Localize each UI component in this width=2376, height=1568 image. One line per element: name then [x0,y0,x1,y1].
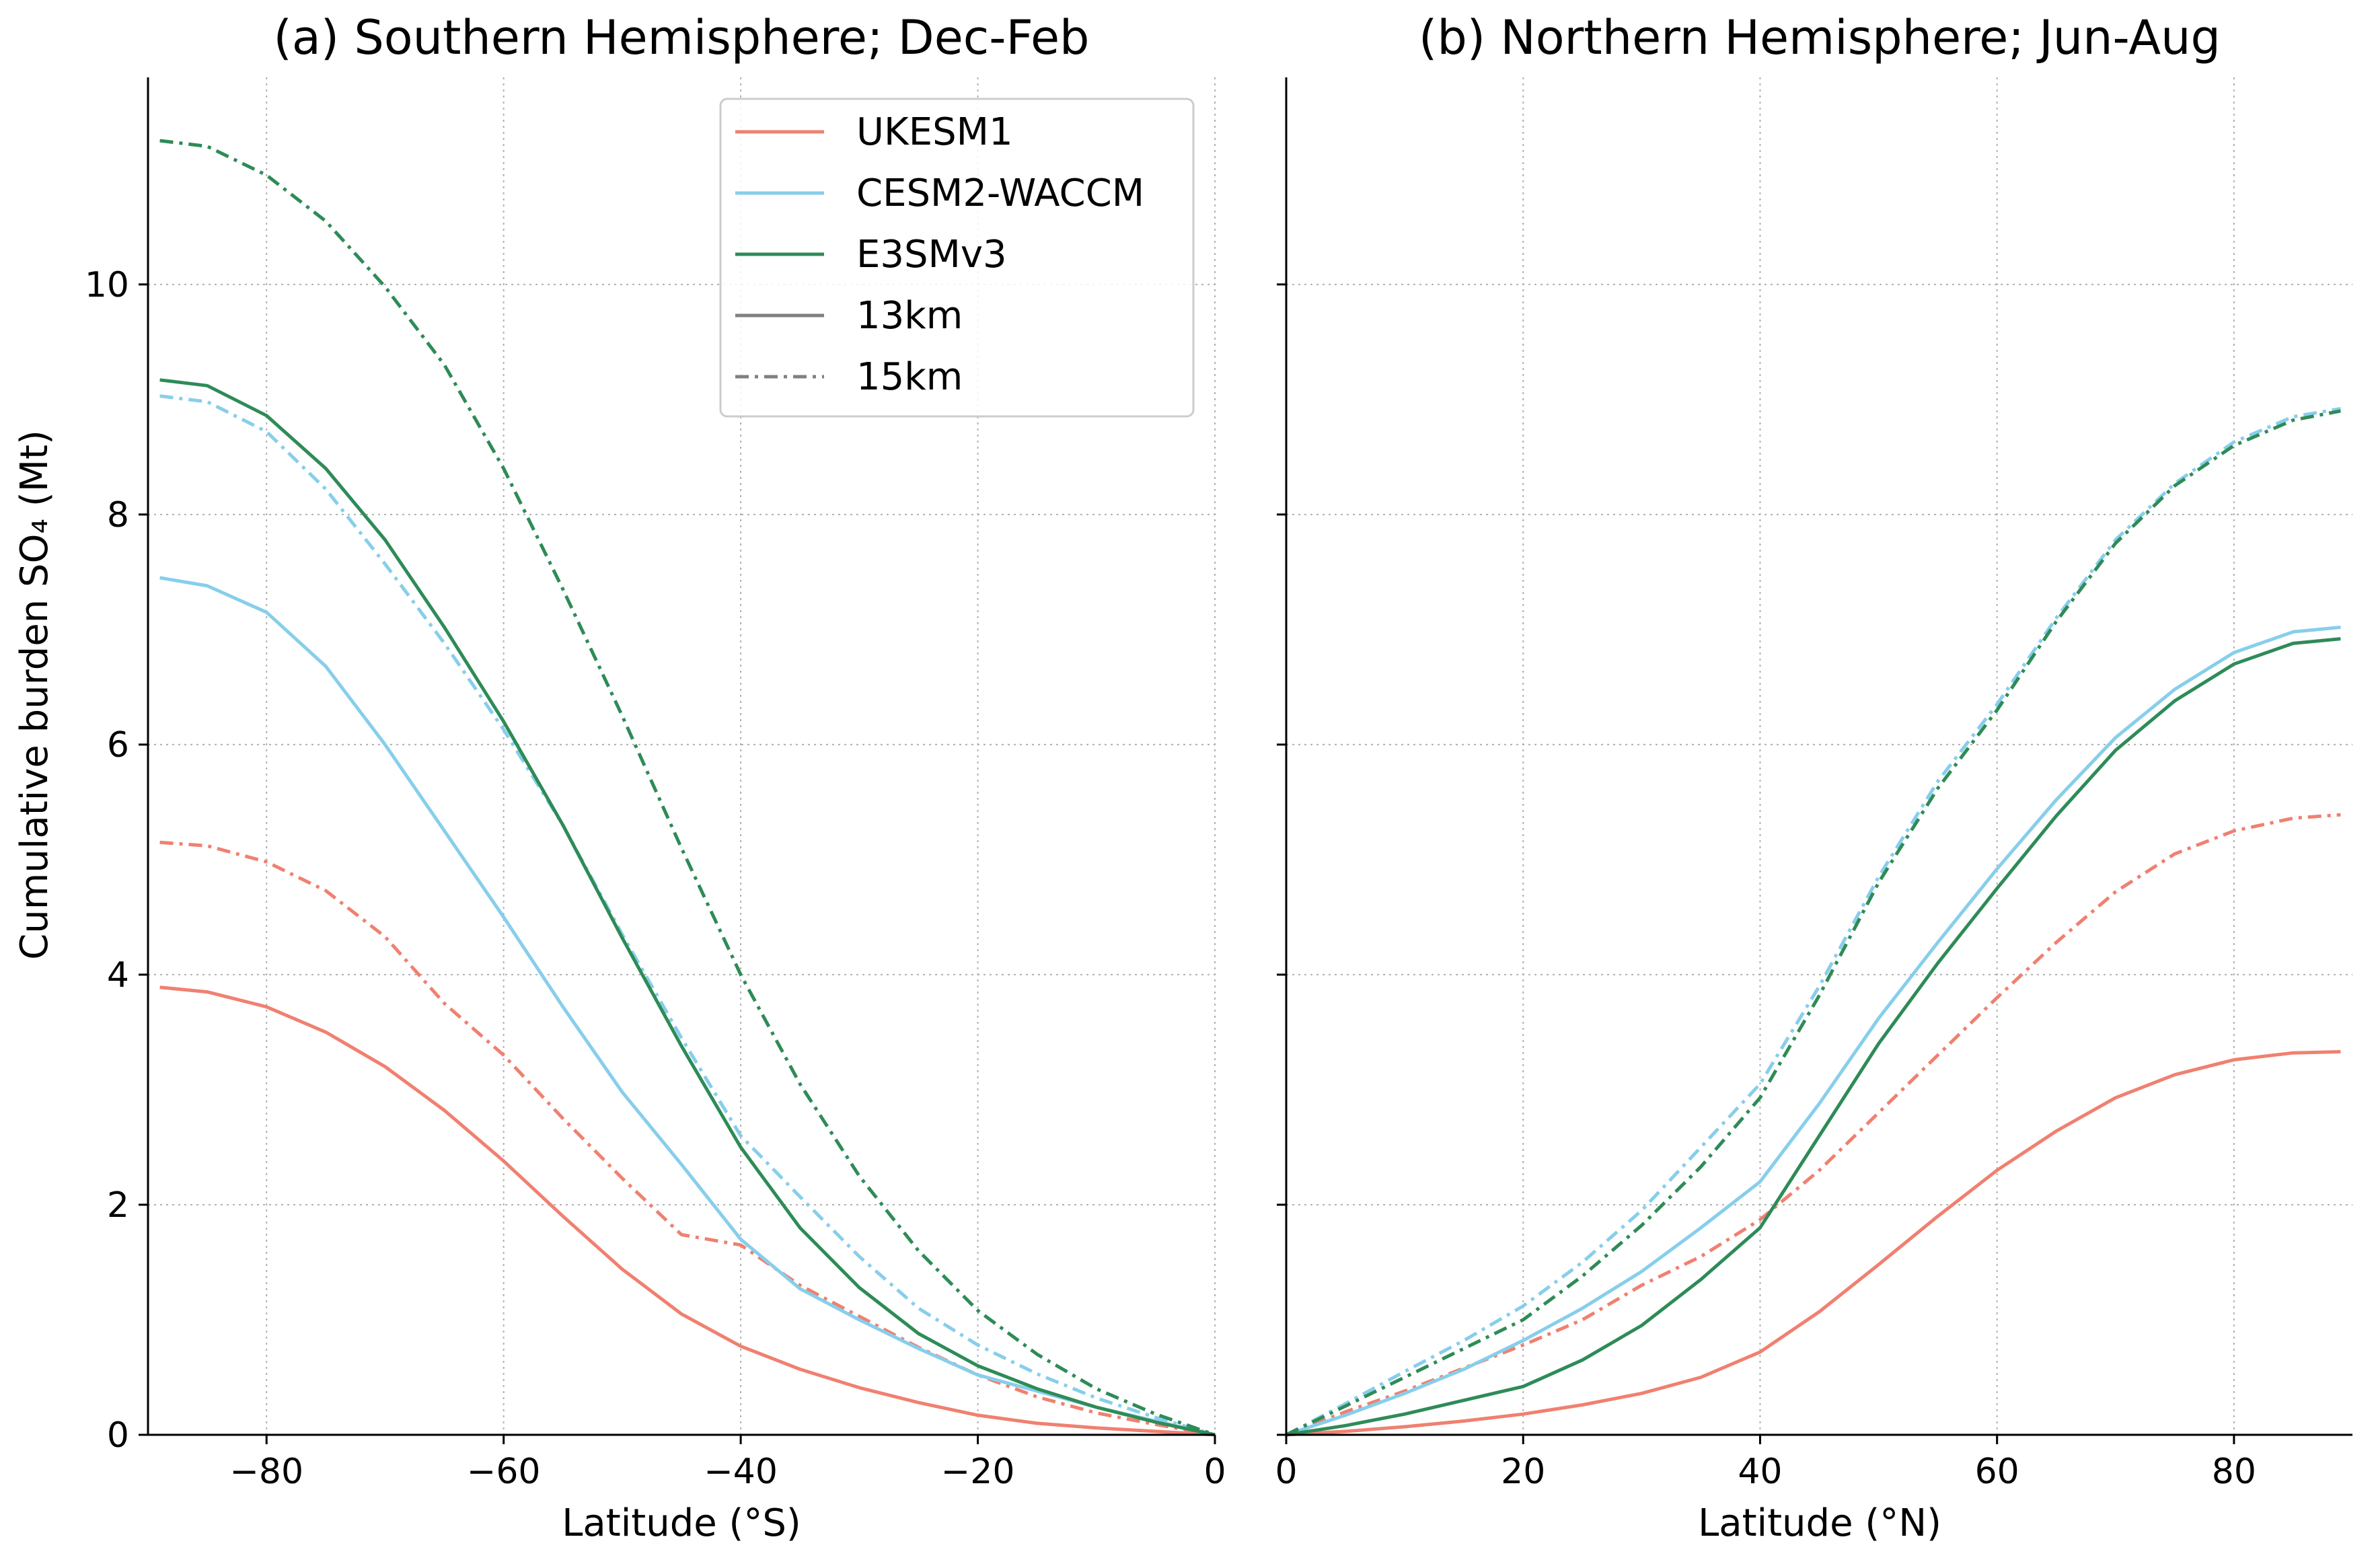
series-line-ukesm1-13km [159,985,1216,1437]
panel-a-axes [147,77,1215,1436]
x-tick-label: 20 [1501,1452,1545,1492]
y-tick-label: 8 [107,495,129,535]
x-tick-label: 0 [1203,1452,1226,1492]
series-line-ukesm1-15km [159,840,1216,1437]
series-line-e3smv3-15km [1285,409,2341,1437]
x-tick-label: −20 [941,1452,1015,1492]
panel-b: (b) Northern Hemisphere; Jun-Aug Latitud… [1275,10,2352,1545]
legend-label: E3SMv3 [856,233,1007,276]
series-line-e3smv3-13km [159,378,1216,1437]
panel-a-ticks: −80 −60 −40 −20 0 0 2 4 6 8 10 [85,265,1226,1492]
panel-a-lines [159,139,1216,1437]
panel-b-grid [1286,77,2352,1435]
x-tick-label: 0 [1275,1452,1297,1492]
x-tick-label: 60 [1975,1452,2019,1492]
legend-label: UKESM1 [856,110,1013,154]
panel-b-title: (b) Northern Hemisphere; Jun-Aug [1419,10,2221,65]
panel-b-axes [1285,77,2352,1436]
x-tick-label: 40 [1738,1452,1782,1492]
legend: UKESM1 CESM2-WACCM E3SMv3 13km 15km [719,98,1195,418]
legend-items: UKESM1 CESM2-WACCM E3SMv3 13km 15km [735,110,1144,399]
panel-b-ticks: 0 20 40 60 80 [1275,283,2256,1492]
y-tick-label: 2 [107,1185,129,1226]
series-line-cesm2-waccm-13km [159,576,1216,1437]
legend-box [719,98,1195,418]
panel-a-xlabel: Latitude (°S) [562,1501,801,1545]
y-tick-label: 10 [85,265,129,305]
series-line-ukesm1-13km [1286,1050,2341,1437]
panel-b-xlabel: Latitude (°N) [1698,1501,1941,1545]
series-line-e3smv3-13km [1286,637,2341,1437]
series-line-cesm2-waccm-15km [1285,407,2341,1437]
legend-label: 15km [856,355,963,399]
x-tick-label: −60 [467,1452,541,1492]
x-tick-label: 80 [2212,1452,2256,1492]
panel-a-title: (a) Southern Hemisphere; Dec-Feb [274,10,1090,65]
y-axis-label: Cumulative burden SO₄ (Mt) [13,430,57,960]
x-tick-label: −40 [704,1452,778,1492]
x-tick-label: −80 [229,1452,303,1492]
series-line-cesm2-waccm-15km [159,394,1216,1437]
panel-b-lines [1285,407,2341,1437]
y-tick-label: 0 [107,1415,129,1456]
series-line-cesm2-waccm-13km [1286,626,2341,1437]
legend-label: CESM2-WACCM [856,172,1144,215]
legend-label: 13km [856,294,963,338]
y-tick-label: 6 [107,725,129,766]
series-line-ukesm1-15km [1286,813,2341,1437]
series-line-e3smv3-15km [159,139,1216,1437]
panel-a: (a) Southern Hemisphere; Dec-Feb Latitud… [85,10,1226,1545]
y-tick-label: 4 [107,955,129,996]
